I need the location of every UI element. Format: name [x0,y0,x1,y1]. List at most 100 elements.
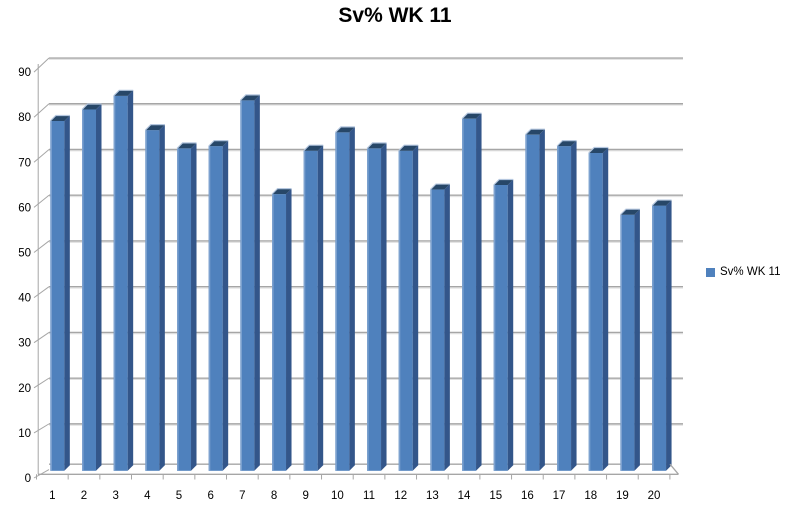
bar-face [557,146,572,471]
bar-face [272,194,287,471]
x-tick-label: 16 [521,490,534,502]
bar-left-highlight [177,148,179,471]
bar-side [159,124,165,471]
x-tick-label: 10 [331,490,344,502]
bar-side [349,126,355,471]
bar-side [412,145,419,471]
bar-left-highlight [113,95,116,471]
bar-18[interactable] [588,146,609,471]
bar-face [50,120,65,471]
bar-face [145,130,160,471]
bar-face [493,184,508,471]
bar-top-highlight [239,94,260,101]
bar-top-highlight [619,208,640,216]
bar-side [127,90,134,471]
legend-label: Sv% WK 11 [720,266,781,278]
bar-face [113,95,128,471]
y-axis-tick [33,57,50,73]
chart-title: Sv% WK 11 [338,4,452,27]
y-tick-label: 80 [18,112,31,124]
x-tick-label: 18 [584,490,597,502]
y-tick-label: 70 [18,157,31,169]
bar-2[interactable] [81,103,102,471]
bar-top-highlight [556,140,577,147]
bar-side [96,104,102,471]
y-axis-tick [33,377,50,389]
bar-face [367,148,382,471]
bar-side [634,209,640,471]
bar-face [620,214,635,471]
bar-face [177,148,192,471]
bar-left-highlight [462,118,464,471]
bar-top-highlight [208,140,229,147]
bar-top-highlight [303,144,324,152]
bar-5[interactable] [176,142,197,471]
bar-side [286,188,292,471]
x-tick-label: 3 [112,490,118,502]
bar-face [208,146,223,471]
bar-side [602,147,609,471]
y-axis-tick [33,331,50,344]
bar-20[interactable] [651,199,672,471]
bar-16[interactable] [524,128,545,471]
bar-face [430,189,445,471]
bar-top-highlight [49,114,70,122]
bar-face [462,118,477,471]
bar-11[interactable] [366,142,387,471]
bar-face [303,150,318,471]
bar-side [317,145,324,471]
x-tick-label: 15 [489,490,502,502]
bar-12[interactable] [398,144,419,471]
bar-top-highlight [524,128,545,136]
bar-left-highlight [272,194,274,471]
bar-top-highlight [429,183,450,190]
legend[interactable]: Sv% WK 11 [706,266,781,278]
bar-15[interactable] [493,178,514,471]
y-tick-label: 40 [18,293,31,305]
bar-1[interactable] [49,114,70,471]
bar-top-highlight [271,188,292,195]
x-tick-label: 1 [49,490,55,502]
bar-top-highlight [398,144,419,152]
x-tick-label: 19 [616,490,629,502]
bar-17[interactable] [556,140,577,471]
bar-face [398,150,413,471]
bar-side [381,142,387,471]
bar-6[interactable] [208,140,229,471]
bar-14[interactable] [461,112,482,471]
bar-7[interactable] [239,94,260,471]
x-tick-label: 20 [648,490,661,502]
bar-9[interactable] [303,144,324,471]
bar-side [222,140,229,471]
bar-4[interactable] [144,124,165,471]
y-axis-tick [33,286,50,299]
x-tick-label: 12 [394,490,407,502]
bar-left-highlight [493,184,496,471]
bar-left-highlight [398,150,401,471]
y-tick-label: 30 [18,338,31,350]
x-tick-label: 2 [81,490,87,502]
y-axis-tick [33,194,50,208]
bar-3[interactable] [113,89,134,471]
bar-13[interactable] [429,183,450,471]
bar-10[interactable] [334,126,355,471]
y-axis-tick [33,240,50,253]
bar-left-highlight [50,120,52,471]
bar-face [652,205,667,471]
x-tick-label: 13 [426,490,439,502]
bar-left-highlight [557,146,559,471]
bar-8[interactable] [271,188,292,471]
bar-19[interactable] [619,208,640,471]
bar-top-highlight [113,89,134,97]
bar-top-highlight [81,103,102,110]
bar-side [444,184,450,471]
x-tick-label: 7 [239,490,245,502]
bar-left-highlight [620,214,622,471]
bar-left-highlight [145,130,147,471]
y-tick-label: 90 [18,67,31,79]
bar-top-highlight [461,112,482,120]
bar-top-highlight [493,178,514,186]
bar-left-highlight [367,148,369,471]
